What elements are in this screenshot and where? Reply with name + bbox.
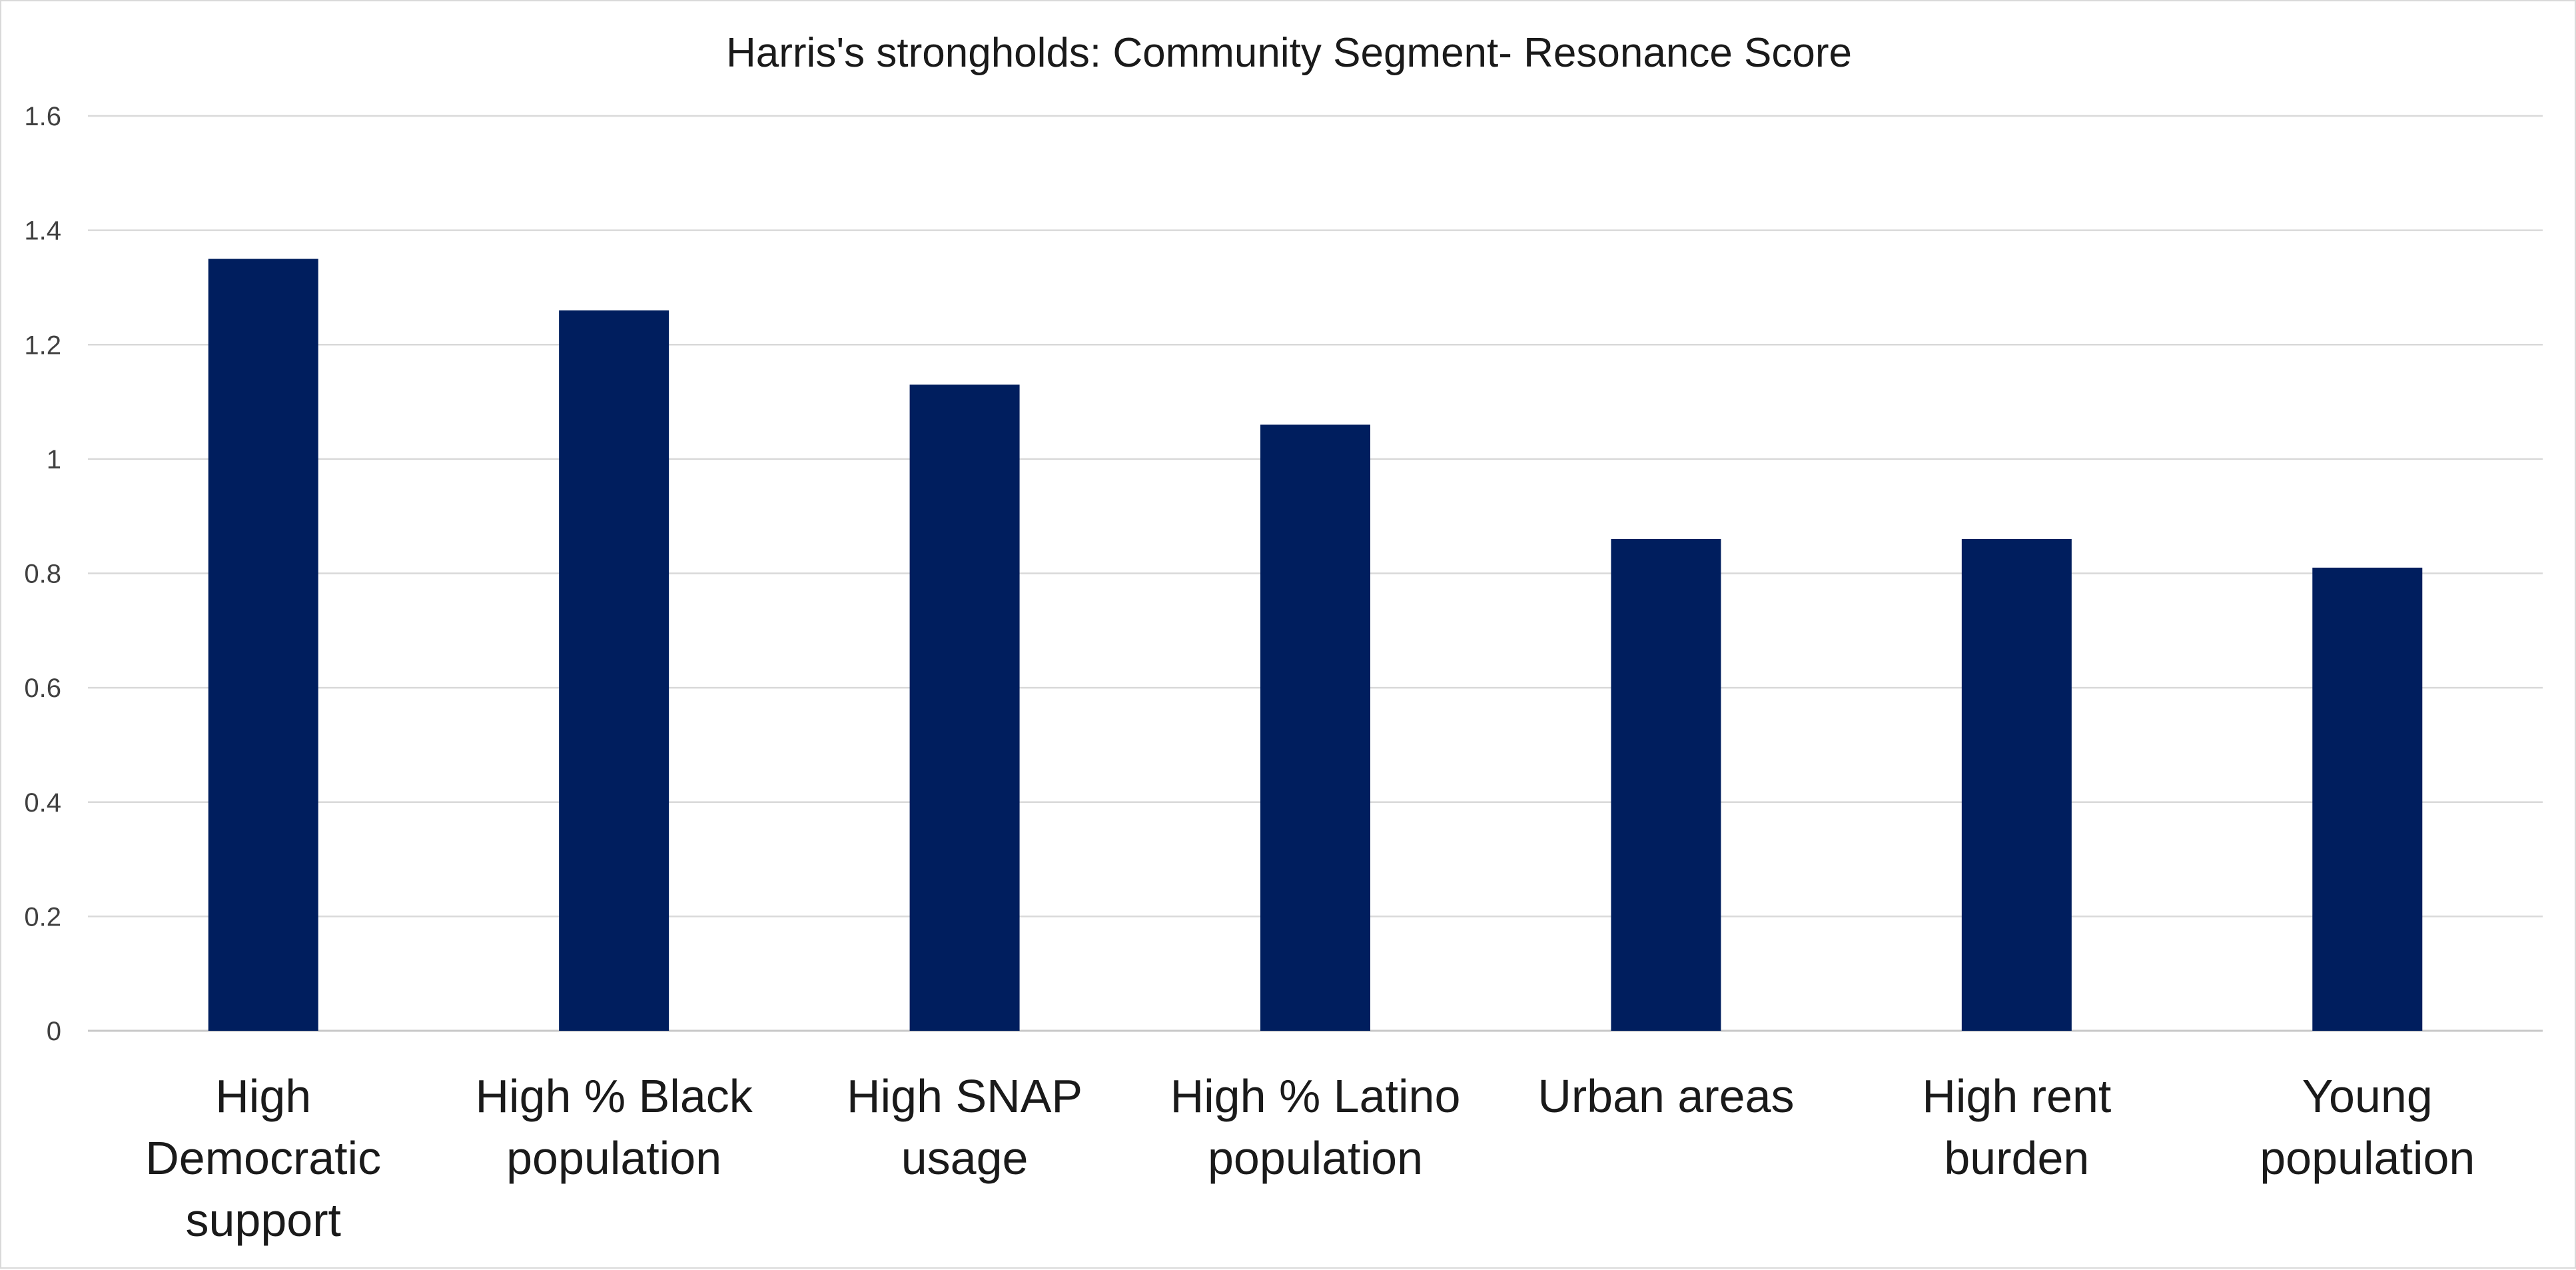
y-tick-label: 1.2 [24,330,61,360]
bar [559,310,669,1031]
bar [909,384,1020,1031]
x-category-label: High Democratic support [145,1070,381,1246]
y-tick-label: 0.8 [24,560,61,589]
y-tick-label: 0.4 [24,788,61,818]
bar [208,259,318,1031]
y-tick-label: 0.2 [24,902,61,932]
y-tick-label: 0.6 [24,674,61,703]
bar [1260,424,1370,1031]
y-tick-label: 1.4 [24,217,61,246]
bar [1611,539,1721,1031]
y-tick-label: 1 [47,445,61,474]
chart-title: Harris's strongholds: Community Segment-… [726,30,1852,76]
x-category-label: Young population [2260,1070,2475,1184]
bar [1961,539,2072,1031]
x-category-label: Urban areas [1537,1070,1794,1122]
x-category-label: High % Black population [476,1070,753,1184]
x-axis-category-labels: High Democratic support High % Black populat… [145,1070,2475,1246]
x-category-label: High % Latino population [1170,1070,1461,1184]
x-category-label: High rent burden [1922,1070,2111,1184]
bars [208,259,2423,1031]
y-tick-label: 1.6 [24,102,61,131]
y-tick-label: 0 [47,1017,61,1046]
x-category-label: High SNAP usage [847,1070,1082,1184]
bar [2312,567,2423,1031]
y-axis-tick-labels: 0 0.2 0.4 0.6 0.8 1 1.2 1.4 1.6 [24,102,61,1046]
